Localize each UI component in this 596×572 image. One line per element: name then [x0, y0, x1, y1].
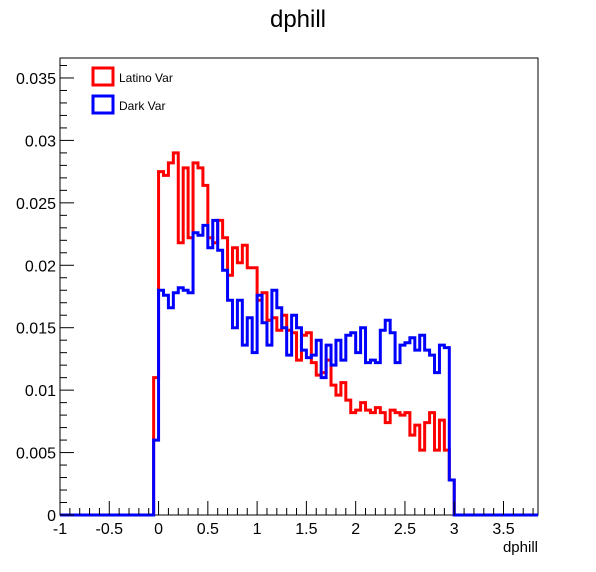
x-tick-label: -0.5	[95, 521, 123, 538]
x-tick-label: 3	[450, 521, 459, 538]
legend-label-dark-var: Dark Var	[119, 99, 165, 113]
plot-frame	[59, 57, 539, 516]
x-tick-label: 3.5	[492, 521, 514, 538]
y-tick-label: 0.015	[16, 321, 56, 338]
y-tick-label: 0.01	[25, 383, 56, 400]
x-tick-label: -1	[53, 521, 67, 538]
series-group	[60, 151, 538, 517]
y-tick-label: 0.02	[25, 258, 56, 275]
y-tick-label: 0.03	[25, 133, 56, 150]
x-tick-label: 2.5	[394, 521, 416, 538]
legend-swatch-latino-var	[91, 66, 115, 87]
legend-label-latino-var: Latino Var	[119, 71, 173, 85]
y-tick-label: 0.005	[16, 446, 56, 463]
legend-swatch-dark-var	[91, 94, 115, 115]
chart-title: dphill	[270, 6, 326, 33]
x-tick-label: 0.5	[197, 521, 219, 538]
y-tick-label: 0	[47, 508, 56, 525]
series-line-dark-var	[60, 218, 538, 517]
series-line-latino-var	[60, 151, 538, 517]
x-tick-label: 2	[351, 521, 360, 538]
x-tick-label: 1	[253, 521, 262, 538]
x-tick-label: 0	[154, 521, 163, 538]
legend: Latino Var Dark Var	[91, 66, 173, 115]
axis-group: -1 -0.5 0 0.5 1 1.5 2 2.5 3 3.5 0 0.005 0.01 0.015 0.0…	[16, 64, 534, 538]
y-tick-label: 0.025	[16, 196, 56, 213]
y-tick-label: 0.035	[16, 71, 56, 88]
x-axis-label: dphill	[503, 539, 538, 556]
x-tick-label: 1.5	[295, 521, 317, 538]
